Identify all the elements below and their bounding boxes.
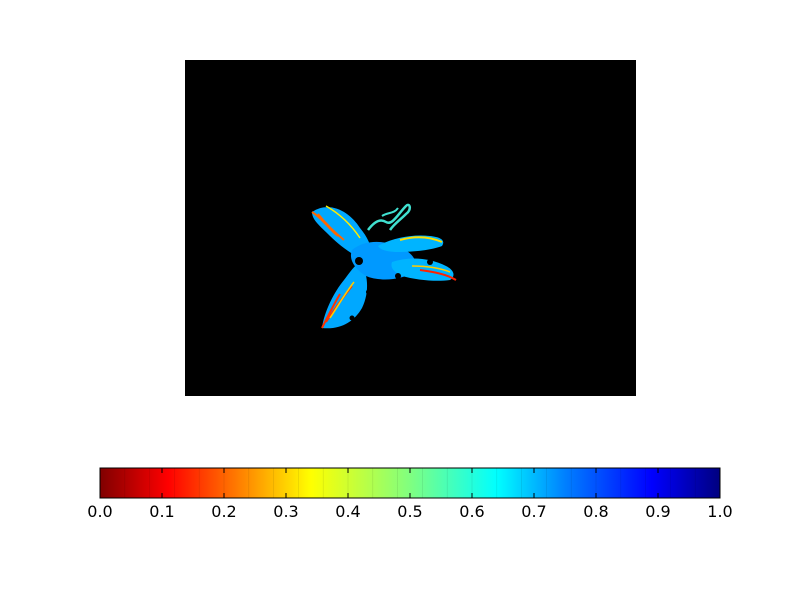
colorbar-tick-labels: 0.0 0.1 0.2 0.3 0.4 0.5 0.6 0.7 0.8 0.9 1.0 (87, 502, 732, 521)
leaf-right-lower-edge (419, 269, 457, 281)
colorbar-tick-label: 0.7 (521, 502, 546, 521)
leaf-stem-2 (381, 207, 399, 217)
leaf-upper-left-edge (311, 211, 345, 241)
leaf-hole (366, 290, 370, 294)
colorbar-tick-label: 1.0 (707, 502, 732, 521)
leaf-hole (427, 259, 433, 265)
colorbar-tick-label: 0.2 (211, 502, 236, 521)
leaf-right-upper (378, 235, 444, 252)
leaf-lower-left-edge-2 (329, 281, 355, 319)
leaf-hole (349, 315, 355, 321)
leaf-hole (395, 273, 401, 279)
colorbar-tick-label: 0.6 (459, 502, 484, 521)
colorbar-tick-label: 0.0 (87, 502, 112, 521)
colorbar: 0.0 0.1 0.2 0.3 0.4 0.5 0.6 0.7 0.8 0.9 1.0 (87, 467, 733, 521)
colorbar-tick-label: 0.3 (273, 502, 298, 521)
heatmap-panel (185, 60, 636, 396)
colorbar-tick-label: 0.5 (397, 502, 422, 521)
colorbar-tick-label: 0.1 (149, 502, 174, 521)
leaf-right-upper-edge (399, 236, 443, 243)
colorbar-tick-label: 0.9 (645, 502, 670, 521)
colorbar-frame (99, 467, 721, 499)
leaf-upper-left-edge-2 (325, 205, 361, 239)
leaf-hole (355, 257, 363, 265)
leaf-stem (367, 203, 411, 231)
heatmap-background (185, 60, 636, 396)
leaf-right-lower-edge-2 (411, 265, 451, 273)
colorbar-tick-label: 0.4 (335, 502, 360, 521)
colorbar-tick-label: 0.8 (583, 502, 608, 521)
leaf-region (311, 203, 457, 329)
